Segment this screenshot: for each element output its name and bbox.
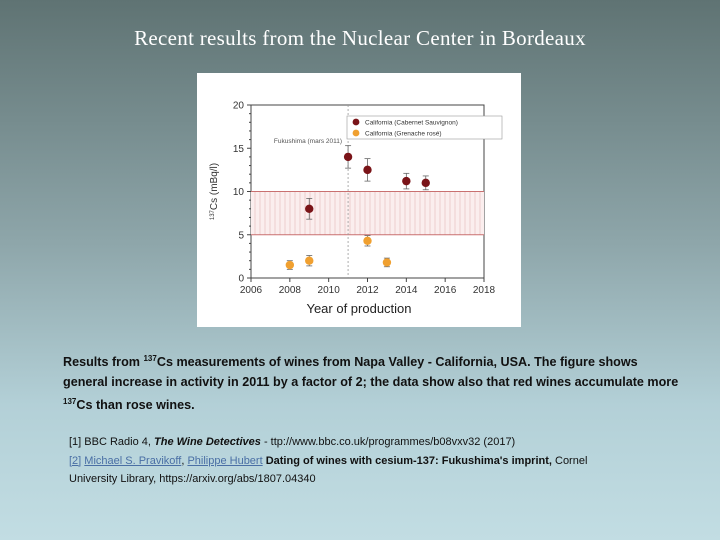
band-fill: [251, 191, 484, 235]
y-tick-label: 20: [233, 101, 245, 112]
data-point: [363, 236, 372, 246]
legend: California (Cabernet Sauvignon) Californi…: [346, 115, 503, 140]
legend-box: [346, 115, 503, 140]
data-point: [402, 176, 411, 186]
y-tick-label: 10: [233, 187, 245, 198]
x-axis-label: Year of production: [306, 301, 412, 316]
references: [1] BBC Radio 4, The Wine Detectives - t…: [69, 433, 689, 489]
chart-panel: Fukushima (mars 2011) 2006 2008 2010 2012 201…: [197, 73, 521, 327]
data-point: [305, 204, 314, 213]
y-tick-label: 15: [233, 144, 245, 155]
legend-marker: [352, 129, 360, 137]
x-tick-label: 2006: [240, 285, 263, 296]
reference-1: [1] BBC Radio 4, The Wine Detectives - t…: [69, 436, 516, 448]
data-point: [382, 258, 392, 267]
band-region: [251, 191, 484, 236]
data-point: [285, 260, 295, 270]
data-point: [343, 152, 353, 162]
y-axis-label-text: Cs (mBq/l): [209, 163, 220, 210]
y-axis-label-superscript: 137: [210, 209, 216, 220]
x-tick-label: 2014: [395, 285, 418, 296]
y-tick-label: 0: [238, 274, 244, 285]
data-point: [363, 165, 372, 175]
fukushima-annotation: Fukushima (mars 2011): [274, 138, 342, 145]
y-axis-label: 137Cs (mBq/l): [209, 163, 220, 220]
reference-2-number-link[interactable]: [2]: [69, 454, 82, 467]
author-link-hubert[interactable]: Philippe Hubert: [187, 454, 263, 467]
x-tick-label: 2018: [473, 285, 496, 296]
cs137-scatter-chart: Fukushima (mars 2011)2006 2008 2010 2012 201…: [209, 101, 503, 296]
x-tick-label: 2016: [434, 285, 457, 296]
x-tick-label: 2010: [318, 285, 341, 296]
author-link-pravikoff[interactable]: Michael S. Pravikoff: [84, 454, 182, 467]
x-tick-label: 2008: [279, 285, 302, 296]
legend-marker: [352, 118, 360, 126]
reference-2-continued: University Library, https://arxiv.org/ab…: [69, 473, 316, 485]
legend-entry: California (Grenache rosé): [365, 131, 442, 138]
x-tick-label: 2012: [356, 285, 379, 296]
data-point: [305, 256, 314, 265]
legend-entry: California (Cabernet Sauvignon): [365, 120, 458, 127]
slide-title: Recent results from the Nuclear Center i…: [134, 26, 586, 50]
data-point: [421, 178, 430, 188]
series-1: [305, 145, 430, 220]
y-tick-label: 5: [238, 230, 244, 241]
reference-2: [2] Michael S. Pravikoff, Philippe Huber…: [69, 454, 588, 467]
series-2: [285, 235, 392, 270]
description-text: Results from 137Cs measurements of wines…: [63, 354, 679, 412]
